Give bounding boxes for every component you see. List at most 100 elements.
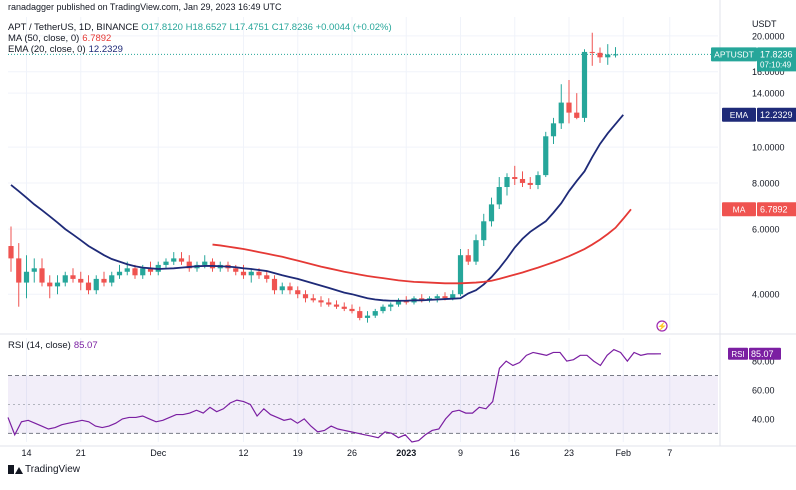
time-tick-label: 7 [667, 448, 672, 458]
tradingview-logo[interactable]: TradingView [8, 464, 80, 475]
rsi-tick-label: 80.00 [752, 357, 775, 367]
rsi-tick-label: 60.00 [752, 386, 775, 396]
candle-body [163, 261, 169, 265]
time-tick-label: Feb [615, 448, 631, 458]
candle-body [47, 282, 53, 287]
last-price-value: 17.8236 [760, 49, 793, 59]
time-tick-label: 16 [510, 448, 520, 458]
change-value: +0.0044 (+0.02%) [315, 22, 392, 33]
time-tick-label: 9 [458, 448, 463, 458]
rsi-value: 85.07 [751, 349, 774, 359]
candle-body [597, 52, 603, 58]
candle-body [101, 278, 107, 283]
candle-body [341, 306, 347, 309]
candle-body [496, 187, 502, 205]
candle-body [481, 221, 487, 241]
ohlc-values: O17.8120 H18.6527 L17.4751 C17.8236 +0.0… [141, 22, 391, 33]
rsi-legend[interactable]: RSI (14, close) 85.07 [8, 340, 98, 351]
candle-body [465, 255, 471, 262]
rsi-legend-value: 85.07 [73, 340, 98, 351]
time-tick-label: 12 [238, 448, 248, 458]
low-value: L17.4751 [229, 22, 270, 33]
open-value: O17.8120 [141, 22, 183, 33]
price-tick-label: 20.0000 [752, 31, 785, 41]
high-value: H18.6527 [185, 22, 227, 33]
candle-body [581, 51, 588, 118]
time-tick-label: 14 [21, 448, 31, 458]
ema20-value-tag [757, 107, 796, 122]
news-lightning-glyph: ⚡ [657, 321, 667, 331]
candle-body [233, 268, 239, 272]
candle-body [93, 278, 99, 291]
candle-body [543, 136, 549, 176]
ema20-value: 12.2329 [760, 110, 793, 120]
news-lightning-icon [656, 320, 668, 332]
candle-body [85, 282, 92, 291]
price-tick-label: 16.0000 [752, 67, 785, 77]
candle-body [287, 286, 293, 291]
candle-body [132, 268, 138, 276]
symbol-title: APT / TetherUS, 1D, BINANCE [8, 22, 139, 33]
candle-body [612, 54, 619, 56]
candle-body [488, 204, 495, 222]
candle-body [78, 278, 84, 283]
candle-body [434, 296, 440, 299]
symbol-tag [711, 47, 757, 62]
candle-body [8, 246, 14, 259]
price-tick-label: 8.0000 [752, 178, 780, 188]
ma50-legend-label: MA (50, close, 0) [8, 33, 80, 44]
ma50-value-tag [757, 202, 796, 217]
ema20-line [10, 114, 624, 302]
author-caption: ranadagger published on TradingView.com,… [8, 2, 282, 12]
candle-body [209, 261, 216, 269]
candle-body [271, 278, 278, 291]
candle-body [295, 290, 301, 295]
candle-body [550, 123, 557, 137]
last-price-tag [757, 47, 796, 72]
price-tick-label: 4.0000 [752, 290, 780, 300]
countdown-value: 07:10:49 [760, 60, 792, 69]
candle-body [349, 308, 355, 312]
candle-body [279, 286, 285, 291]
ema20-tag-label: EMA [730, 110, 749, 120]
candle-body [178, 258, 185, 262]
candle-body [388, 304, 394, 307]
candle-body [512, 177, 518, 179]
ma50-legend[interactable]: MA (50, close, 0) 6.7892 [8, 33, 111, 44]
candle-body [450, 294, 456, 299]
candle-body [31, 268, 37, 272]
candle-body [558, 102, 564, 124]
candle-body [240, 271, 247, 276]
candle-body [54, 282, 61, 287]
candle-body [140, 268, 146, 276]
candle-body [473, 240, 479, 262]
symbol-tag-label: APTUSDT [714, 49, 754, 59]
ema20-legend-label: EMA (20, close, 0) [8, 44, 86, 55]
rsi-tag-label: RSI [731, 350, 744, 359]
rsi-tag [728, 347, 748, 360]
candle-body [248, 271, 254, 276]
time-tick-label: 19 [293, 448, 303, 458]
candle-body [39, 268, 45, 283]
time-tick-label: 23 [564, 448, 574, 458]
candle-body [124, 268, 130, 272]
candle-body [62, 275, 68, 283]
candle-body [326, 302, 332, 305]
ema20-tag [722, 107, 756, 122]
ema20-legend[interactable]: EMA (20, close, 0) 12.2329 [8, 44, 123, 55]
rsi-line [7, 348, 662, 443]
ma50-line [212, 208, 632, 285]
price-tick-label: 6.0000 [752, 225, 780, 235]
candle-body [589, 51, 595, 53]
candle-body [504, 177, 510, 188]
ema20-legend-value: 12.2329 [88, 44, 123, 55]
candle-body [16, 258, 22, 283]
close-value: C17.8236 [271, 22, 313, 33]
candle-body [70, 275, 76, 279]
tradingview-logo-text: TradingView [25, 464, 81, 475]
price-tick-label: 14.0000 [752, 89, 785, 99]
tradingview-logo-icon [8, 465, 23, 474]
symbol-line: APT / TetherUS, 1D, BINANCE O17.8120 H18… [8, 22, 392, 33]
